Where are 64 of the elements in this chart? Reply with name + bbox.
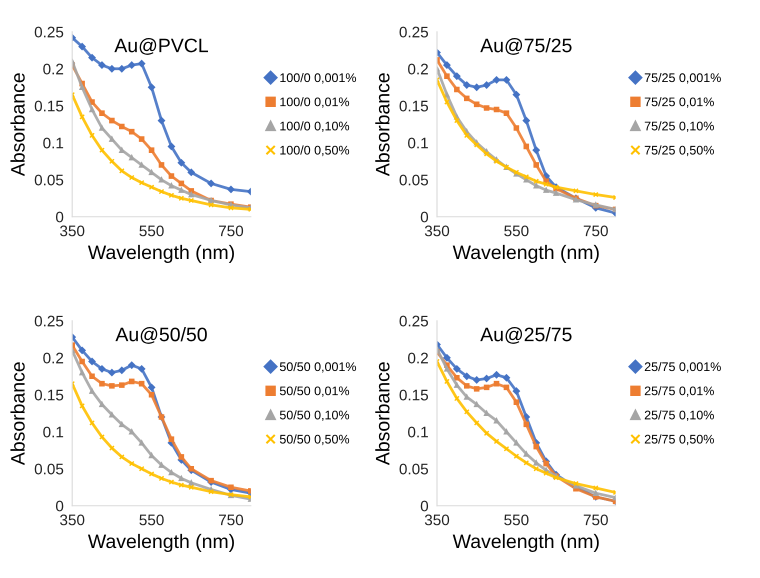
x-tick-label: 350: [60, 225, 84, 236]
chart-title: Au@25/75: [480, 327, 572, 344]
legend-label: 50/50 0,01%: [280, 386, 350, 397]
chart-title: Au@PVCL: [114, 38, 208, 55]
chart-title: Au@75/25: [480, 38, 572, 55]
y-tick-label: 0.2: [408, 352, 428, 364]
y-tick-label: 0.15: [34, 100, 64, 112]
legend-label: 50/50 0,10%: [280, 410, 350, 421]
y-tick-label: 0.05: [400, 174, 428, 186]
y-tick-label: 0: [420, 212, 428, 222]
y-tick-label: 0.1: [43, 138, 64, 148]
legend-label: 25/75 0,001%: [644, 362, 721, 373]
x-axis-title: Wavelength (nm): [88, 244, 234, 264]
x-axis-title: Wavelength (nm): [88, 534, 234, 552]
x-tick-label: 750: [218, 225, 244, 236]
y-tick-label: 0.25: [400, 26, 428, 38]
chart-title: Au@50/50: [115, 327, 207, 344]
legend-label: 25/75 0,10%: [644, 410, 714, 421]
x-tick-label: 750: [584, 225, 608, 236]
legend-label: 25/75 0,50%: [644, 434, 714, 446]
legend-label: 100/0 0,50%: [280, 145, 350, 156]
y-axis-title: Absorbance: [10, 73, 25, 176]
y-axis-title: Absorbance: [10, 362, 25, 466]
y-tick-label: 0.05: [34, 464, 64, 474]
y-tick-label: 0.25: [400, 316, 428, 326]
x-tick-label: 550: [504, 225, 529, 236]
x-tick-label: 750: [584, 514, 608, 526]
x-tick-label: 550: [139, 225, 164, 236]
legend-label: 75/25 0,01%: [644, 97, 714, 108]
x-tick-label: 350: [60, 514, 84, 526]
y-tick-label: 0.25: [34, 316, 64, 326]
y-tick-label: 0.15: [34, 390, 64, 400]
y-tick-label: 0.1: [408, 426, 428, 438]
y-axis-title: Absorbance: [375, 362, 390, 466]
y-tick-label: 0.15: [400, 100, 428, 112]
x-axis-title: Wavelength (nm): [452, 244, 599, 264]
y-tick-label: 0.05: [400, 464, 428, 474]
y-tick-label: 0.25: [34, 26, 64, 38]
y-tick-label: 0.2: [408, 64, 428, 74]
legend-label: 50/50 0,001%: [280, 362, 356, 373]
legend-label: 25/75 0,01%: [644, 386, 714, 397]
legend-label: 75/25 0,50%: [644, 145, 714, 156]
legend-label: 100/0 0,001%: [280, 72, 356, 84]
x-tick-label: 350: [424, 225, 450, 236]
y-tick-label: 0: [56, 212, 64, 222]
y-axis-title: Absorbance: [375, 73, 390, 176]
y-tick-label: 0.05: [34, 174, 64, 186]
y-tick-label: 0: [420, 500, 428, 512]
y-tick-label: 0.1: [408, 138, 428, 148]
legend-label: 50/50 0,50%: [280, 434, 350, 446]
y-tick-label: 0.2: [43, 352, 64, 364]
x-tick-label: 350: [424, 514, 450, 526]
y-tick-label: 0.15: [400, 390, 428, 400]
legend-label: 75/25 0,10%: [644, 121, 714, 132]
legend-label: 75/25 0,001%: [644, 72, 721, 84]
legend-label: 100/0 0,10%: [280, 121, 350, 132]
x-tick-label: 550: [504, 514, 529, 526]
y-tick-label: 0.2: [43, 64, 64, 74]
x-axis-title: Wavelength (nm): [452, 534, 599, 552]
x-tick-label: 750: [218, 514, 244, 526]
y-tick-label: 0.1: [43, 426, 64, 438]
y-tick-label: 0: [56, 500, 64, 512]
x-tick-label: 550: [139, 514, 164, 526]
legend-label: 100/0 0,01%: [280, 97, 350, 108]
